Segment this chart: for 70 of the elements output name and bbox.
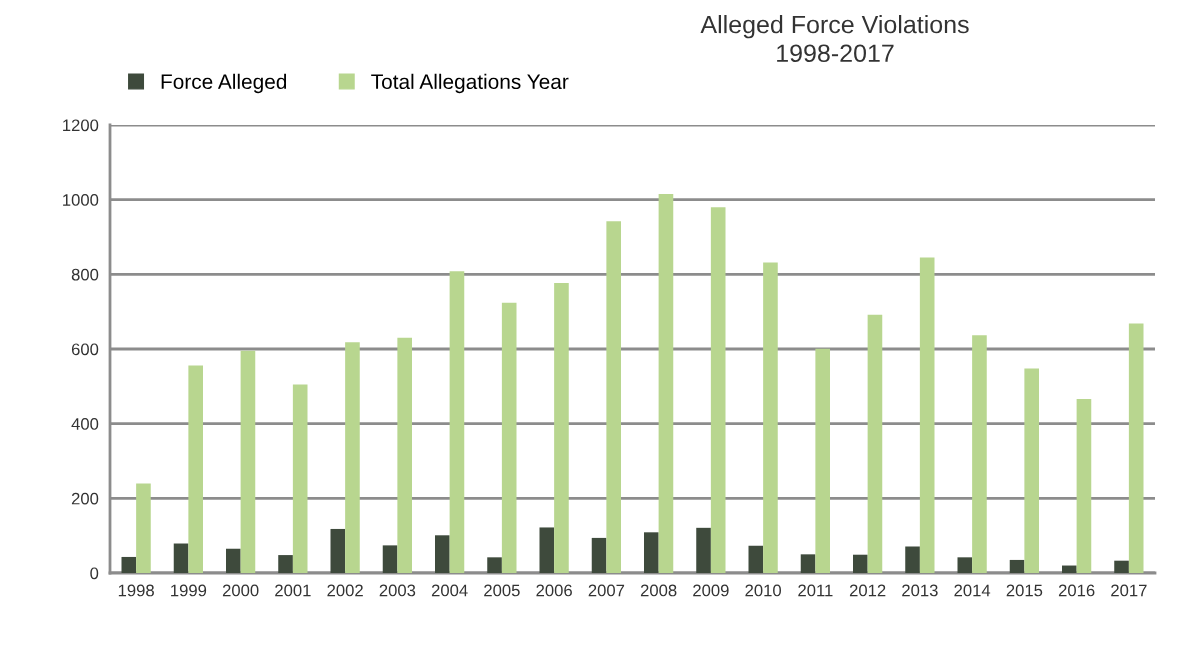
x-tick-label: 2000 [222,584,259,597]
x-tick-label: 2008 [640,584,677,597]
x-tick-label: 1999 [171,584,207,597]
bar [539,527,555,573]
bar [591,537,607,573]
x-tick-label: 2006 [536,584,572,597]
bar [710,207,726,573]
bar [188,365,203,573]
bar [658,194,674,573]
bar [136,483,151,573]
bar [121,556,137,573]
bar [1024,368,1039,573]
bar [434,535,450,573]
bar [1061,565,1077,573]
x-tick-label: 2014 [954,584,991,597]
x-tick-label: 2003 [379,584,416,597]
y-tick-label: 200 [71,492,99,505]
x-tick-label: 2015 [1006,584,1043,597]
x-tick-label: 2010 [745,584,782,597]
bar [292,384,308,573]
y-tick-label: 400 [71,418,99,430]
bar [606,221,621,573]
y-tick-label: 1000 [63,194,99,206]
bar [905,546,920,573]
bar [852,554,868,573]
bar [696,527,711,573]
legend-label: Total Allegations Year [371,73,569,94]
x-tick-label: 2001 [275,584,311,597]
x-tick-label: 2011 [798,584,833,597]
bar [1076,399,1092,573]
x-tick-label: 2016 [1058,584,1095,597]
y-tick-label: 600 [71,343,99,356]
bar [867,314,883,573]
bar [957,557,973,573]
x-tick-label: 2002 [327,584,363,597]
x-tick-label: 2007 [588,584,625,597]
x-tick-label: 2012 [849,584,886,597]
bar [800,554,816,573]
chart-title: Alleged Force Violations 1998-2017 [700,15,969,63]
x-tick-label: 2017 [1111,584,1147,597]
x-tick-label: 2004 [431,584,468,597]
bar [1114,560,1129,573]
bar [748,545,764,573]
x-tick-label: 2013 [902,584,938,597]
y-tick-label: 0 [90,567,99,580]
bar [225,548,241,573]
bar [382,545,398,573]
bar [763,262,778,573]
bar [449,271,465,573]
bar [397,337,412,573]
bar [501,302,517,573]
x-tick-label: 2005 [484,584,520,597]
bar [972,335,987,573]
bar [487,557,502,573]
bar [240,350,256,573]
bar [345,342,360,573]
bar [554,282,569,573]
bar [815,348,830,573]
bar [919,257,935,573]
bar [278,555,293,573]
y-tick-label: 800 [71,268,99,281]
bar [1009,559,1025,573]
x-tick-label: 1998 [118,584,154,597]
y-tick-label: 1200 [63,119,99,132]
bar [643,532,659,573]
legend-label: Force Alleged [161,73,287,94]
bar [173,543,189,573]
bar [1128,323,1144,573]
bar [330,528,346,573]
x-tick-label: 2009 [693,584,729,597]
